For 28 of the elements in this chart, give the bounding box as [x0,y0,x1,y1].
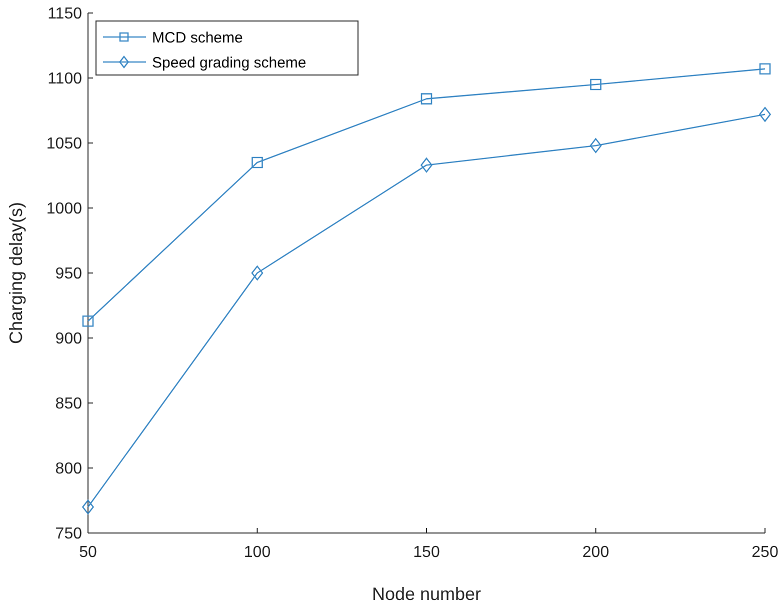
x-axis-title: Node number [372,584,482,604]
point [590,78,602,90]
legend-label: MCD scheme [152,29,243,46]
y-tick-label: 1000 [46,200,82,218]
y-tick-label: 900 [55,330,82,348]
y-tick-label: 750 [55,526,82,543]
x-tick-label: 150 [413,544,440,561]
y-tick-label: 850 [55,396,82,413]
x-tick-label: 100 [244,544,271,561]
point [252,156,263,168]
point [759,107,771,122]
y-axis-title: Charging delay(s) [6,202,26,344]
y-tick-label: 1100 [48,70,82,88]
point [420,93,432,104]
y-tick-label: 950 [55,266,82,283]
point [420,158,432,172]
point [759,63,771,75]
y-tick-label: 1150 [48,6,82,23]
point [251,266,264,280]
x-tick-label: 200 [582,544,610,561]
y-tick-label: 800 [55,460,82,478]
point [82,315,94,327]
point [590,138,602,153]
x-tick-label: 50 [79,544,97,561]
x-tick-label: 250 [752,544,778,561]
y-tick-label: 1050 [46,136,82,153]
point [82,500,94,514]
legend-label: Speed grading scheme [152,54,306,72]
